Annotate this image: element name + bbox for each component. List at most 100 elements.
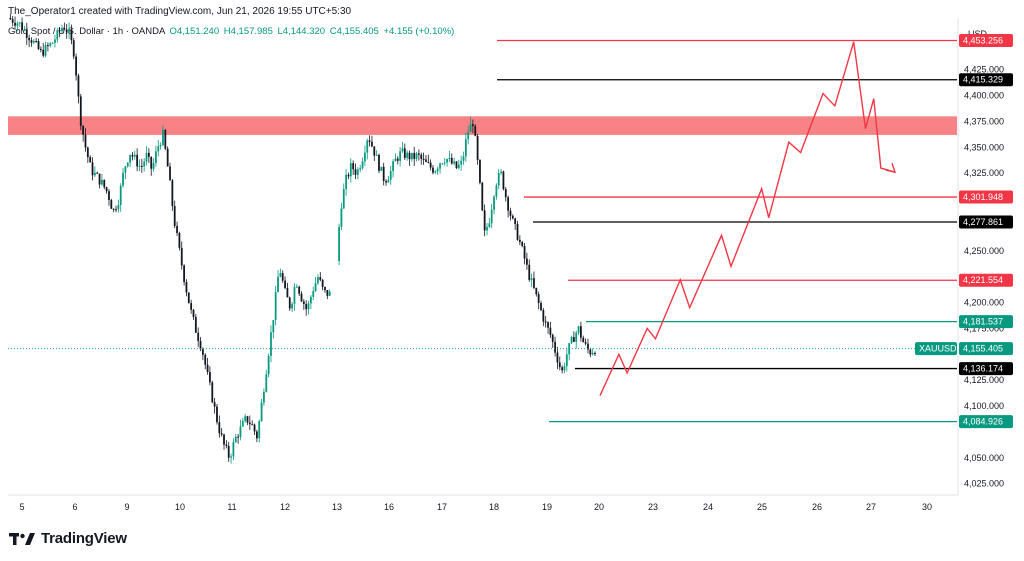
price-label-text: 4,155.405 — [963, 344, 1003, 354]
candle-body — [61, 27, 63, 32]
candle-body — [176, 225, 178, 234]
candle-body — [105, 187, 108, 192]
candle-body — [446, 159, 448, 163]
candle-body — [523, 245, 526, 259]
candle-body — [68, 29, 70, 33]
price-label-4[interactable]: 4,221.554 — [959, 273, 1013, 287]
candle-body — [70, 29, 73, 41]
candle-body — [270, 332, 272, 356]
candle-body — [429, 162, 432, 168]
candle-body — [225, 444, 228, 446]
candle-body — [274, 292, 277, 320]
price-tick-1: 4,400.000 — [964, 91, 1004, 101]
candle-body — [267, 355, 270, 375]
candle-body — [448, 157, 451, 160]
candle-body — [441, 163, 444, 165]
ohlc-low: L4,144.320 — [277, 26, 326, 37]
candle-body — [206, 364, 209, 373]
price-label-7[interactable]: 4,136.174 — [959, 362, 1013, 376]
candle-body — [342, 189, 345, 209]
candle-body — [30, 40, 33, 43]
candle-body — [460, 160, 463, 165]
price-label-box — [959, 415, 1013, 429]
price-tick-0: 4,425.000 — [964, 65, 1004, 75]
candle-body — [56, 30, 59, 40]
price-label-box — [959, 33, 1013, 47]
price-label-5[interactable]: 4,181.537 — [959, 315, 1013, 329]
candle-body — [277, 276, 279, 293]
candle-body — [572, 337, 575, 342]
price-label-6[interactable]: 4,155.405 — [959, 342, 1013, 356]
candle-body — [119, 185, 122, 206]
price-label-8[interactable]: 4,084.926 — [959, 415, 1013, 429]
candle-body — [138, 165, 141, 167]
candle-body — [218, 422, 221, 434]
candle-body — [345, 174, 348, 190]
candle-body — [209, 372, 211, 383]
candle-body — [284, 280, 286, 289]
time-tick-9: 9 — [124, 502, 129, 512]
candle-body — [309, 296, 312, 304]
resistance-zone[interactable] — [8, 116, 957, 135]
candle-body — [82, 125, 85, 135]
candle-body — [361, 161, 364, 169]
price-label-3[interactable]: 4,277.861 — [959, 215, 1013, 229]
candle-body — [410, 152, 413, 160]
candle-body — [101, 179, 103, 185]
projection-path[interactable] — [599, 41, 896, 396]
price-label-text: 4,453.256 — [963, 35, 1003, 45]
candle-body — [530, 278, 533, 280]
candle-body — [584, 342, 587, 344]
candle-body — [432, 167, 434, 173]
candle-body — [183, 265, 185, 283]
symbol-price-tag[interactable]: XAUUSD — [915, 342, 957, 356]
price-tick-9: 4,100.000 — [964, 401, 1004, 411]
time-tick-17: 17 — [437, 502, 447, 512]
candle-body — [368, 140, 371, 142]
time-tick-6: 6 — [72, 502, 77, 512]
candle-body — [472, 124, 474, 127]
symbol-name[interactable]: Gold Spot / U.S. Dollar · 1h · OANDA — [8, 26, 165, 37]
candle-body — [509, 210, 512, 216]
candle-body — [380, 166, 383, 171]
candle-body — [375, 154, 378, 156]
price-label-0[interactable]: 4,453.256 — [959, 33, 1013, 47]
candle-body — [493, 196, 495, 210]
candle-body — [453, 161, 456, 164]
candle-body — [378, 154, 380, 171]
candle-body — [563, 366, 566, 371]
price-label-2[interactable]: 4,301.948 — [959, 190, 1013, 204]
candle-body — [248, 422, 251, 425]
candle-body — [173, 206, 176, 226]
candle-body — [418, 153, 420, 155]
price-label-text: 4,181.537 — [963, 317, 1003, 327]
time-tick-13: 13 — [332, 502, 342, 512]
price-label-1[interactable]: 4,415.329 — [959, 73, 1013, 87]
candle-body — [481, 182, 484, 211]
candle-body — [246, 416, 249, 423]
time-tick-19: 19 — [542, 502, 552, 512]
candle-body — [51, 42, 54, 44]
candle-body — [457, 164, 460, 169]
candle-body — [392, 161, 394, 172]
candle-body — [415, 153, 418, 159]
symbol-tag-text: XAUUSD — [919, 344, 957, 354]
candle-body — [363, 152, 366, 162]
attribution: The_Operator1 created with TradingView.c… — [8, 6, 352, 17]
candle-body — [544, 321, 547, 323]
candle-body — [399, 151, 402, 161]
candle-body — [570, 337, 573, 344]
candle-body — [197, 332, 200, 342]
candle-body — [72, 40, 75, 57]
price-tick-7: 4,175.000 — [964, 323, 1004, 333]
candle-body — [589, 349, 592, 355]
brand-name: TradingView — [41, 530, 127, 547]
candle-body — [192, 309, 195, 317]
candle-body — [199, 341, 202, 350]
candle-body — [103, 179, 106, 188]
price-tick-2: 4,375.000 — [964, 116, 1004, 126]
candle-body — [37, 41, 40, 49]
candle-body — [488, 223, 491, 227]
candle-body — [152, 162, 155, 169]
